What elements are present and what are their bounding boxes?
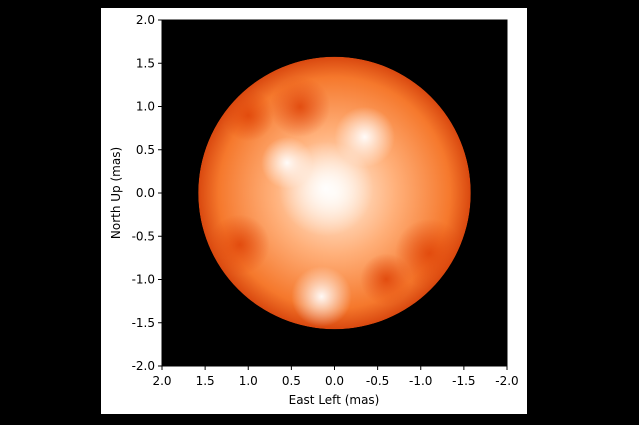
x-axis-label: East Left (mas)	[289, 393, 380, 407]
surface-feature	[222, 89, 275, 142]
y-tick-label: 2.0	[136, 13, 155, 27]
y-tick-label: 1.0	[136, 100, 155, 114]
x-tick-label: -1.0	[409, 374, 432, 388]
y-axis-label: North Up (mas)	[109, 147, 123, 239]
y-tick-label: -0.5	[132, 229, 155, 243]
x-tick-label: 0.0	[325, 374, 344, 388]
x-tick-label: 1.0	[239, 374, 258, 388]
x-tick-label: -2.0	[495, 374, 518, 388]
surface-feature	[269, 76, 331, 137]
y-tick-label: 1.5	[136, 56, 155, 70]
disk-layer	[198, 56, 471, 330]
y-tick-label: -1.5	[132, 316, 155, 330]
x-tick-label: -0.5	[366, 374, 389, 388]
surface-feature	[261, 136, 313, 189]
surface-feature	[334, 106, 395, 168]
y-tick-label: 0.5	[136, 143, 155, 157]
x-tick-label: 1.5	[196, 374, 215, 388]
x-tick-label: 2.0	[152, 374, 171, 388]
x-tick-label: 0.5	[282, 374, 301, 388]
y-tick-label: -1.0	[132, 273, 155, 287]
y-tick-label: 0.0	[136, 186, 155, 200]
x-tick-label: -1.5	[452, 374, 475, 388]
surface-feature	[209, 214, 270, 275]
y-tick-label: -2.0	[132, 359, 155, 373]
surface-feature	[291, 266, 352, 327]
surface-feature	[360, 253, 413, 306]
